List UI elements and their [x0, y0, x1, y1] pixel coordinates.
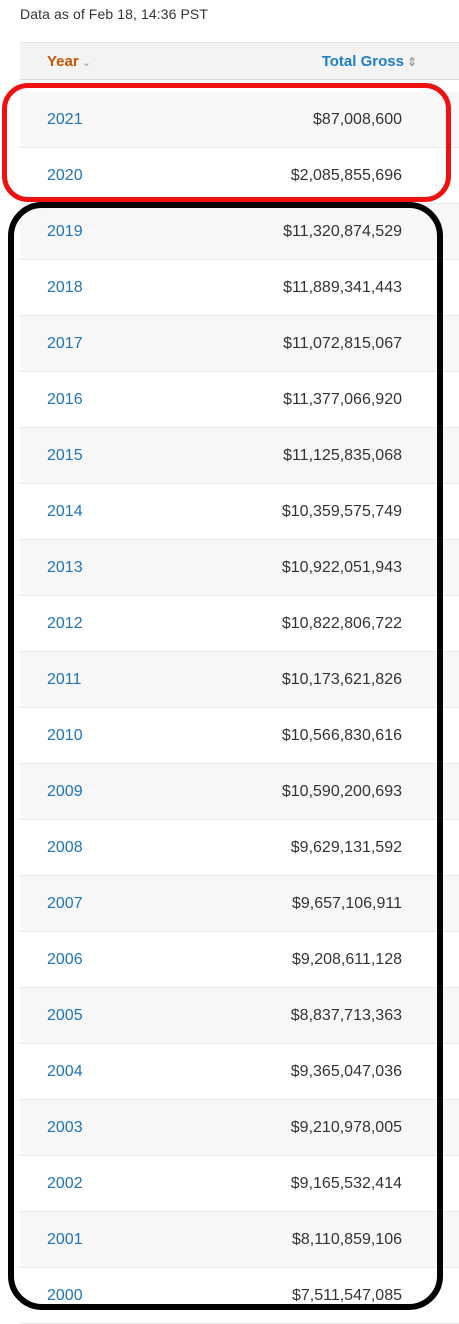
table-row: 2006 $9,208,611,128 [20, 932, 459, 988]
year-link[interactable]: 2002 [47, 1175, 83, 1192]
table-row: 2017 $11,072,815,067 [20, 316, 459, 372]
table-row: 2019 $11,320,874,529 [20, 204, 459, 260]
table-row: 2020 $2,085,855,696 [20, 148, 459, 204]
total-gross-value: $9,629,131,592 [290, 839, 402, 856]
year-column-header[interactable]: Year ⌄ [47, 53, 91, 70]
total-gross-value: $8,837,713,363 [290, 1007, 402, 1024]
total-gross-value: $11,125,835,068 [283, 447, 402, 464]
year-link[interactable]: 2016 [47, 391, 83, 408]
table-row: 2009 $10,590,200,693 [20, 764, 459, 820]
year-link[interactable]: 2017 [47, 335, 83, 352]
sort-icon: ⇕ [406, 55, 417, 69]
table-row: 2012 $10,822,806,722 [20, 596, 459, 652]
table-header: Year ⌄ Total Gross ⇕ [20, 42, 459, 80]
year-link[interactable]: 2018 [47, 279, 83, 296]
year-link[interactable]: 2008 [47, 839, 83, 856]
total-gross-value: $9,210,978,005 [290, 1119, 402, 1136]
year-link[interactable]: 2014 [47, 503, 83, 520]
table-row: 2015 $11,125,835,068 [20, 428, 459, 484]
chevron-down-icon: ⌄ [81, 57, 91, 69]
total-gross-value: $2,085,855,696 [290, 167, 402, 184]
table-row: 2021 $87,008,600 [20, 92, 459, 148]
year-link[interactable]: 2006 [47, 951, 83, 968]
table-row: 2000 $7,511,547,085 [20, 1268, 459, 1324]
table-row: 2010 $10,566,830,616 [20, 708, 459, 764]
data-as-of-label: Data as of Feb 18, 14:36 PST [20, 6, 209, 22]
total-gross-value: $87,008,600 [313, 111, 402, 128]
table-row: 2014 $10,359,575,749 [20, 484, 459, 540]
year-link[interactable]: 2021 [47, 111, 83, 128]
year-link[interactable]: 2007 [47, 895, 83, 912]
total-gross-value: $8,110,859,106 [291, 1231, 402, 1248]
total-gross-value: $7,511,547,085 [291, 1287, 402, 1304]
table-row: 2005 $8,837,713,363 [20, 988, 459, 1044]
table-row: 2001 $8,110,859,106 [20, 1212, 459, 1268]
total-gross-value: $9,165,532,414 [290, 1175, 402, 1192]
table-row: 2011 $10,173,621,826 [20, 652, 459, 708]
year-link[interactable]: 2000 [47, 1287, 83, 1304]
year-link[interactable]: 2013 [47, 559, 83, 576]
total-gross-value: $9,657,106,911 [291, 895, 402, 912]
total-gross-value: $10,922,051,943 [281, 559, 402, 576]
year-link[interactable]: 2004 [47, 1063, 83, 1080]
total-gross-value: $11,320,874,529 [283, 223, 402, 240]
table-row: 2004 $9,365,047,036 [20, 1044, 459, 1100]
total-gross-value: $11,377,066,920 [283, 391, 402, 408]
table-row: 2013 $10,922,051,943 [20, 540, 459, 596]
year-link[interactable]: 2005 [47, 1007, 83, 1024]
year-link[interactable]: 2015 [47, 447, 83, 464]
total-gross-value: $10,566,830,616 [281, 727, 402, 744]
year-link[interactable]: 2020 [47, 167, 83, 184]
table-body: 2021 $87,008,600 2020 $2,085,855,696 2019 $11… [20, 92, 459, 1324]
year-link[interactable]: 2010 [47, 727, 83, 744]
year-link[interactable]: 2003 [47, 1119, 83, 1136]
table-row: 2002 $9,165,532,414 [20, 1156, 459, 1212]
total-gross-value: $11,889,341,443 [283, 279, 402, 296]
total-gross-value: $10,359,575,749 [281, 503, 402, 520]
total-gross-value: $9,365,047,036 [290, 1063, 402, 1080]
total-gross-value: $10,822,806,722 [281, 615, 402, 632]
total-gross-value: $10,173,621,826 [281, 671, 402, 688]
year-link[interactable]: 2001 [47, 1231, 83, 1248]
year-link[interactable]: 2011 [47, 671, 82, 688]
table-row: 2008 $9,629,131,592 [20, 820, 459, 876]
total-gross-value: $10,590,200,693 [281, 783, 402, 800]
table-row: 2016 $11,377,066,920 [20, 372, 459, 428]
year-header-label: Year [47, 53, 79, 70]
total-gross-value: $11,072,815,067 [283, 335, 402, 352]
year-link[interactable]: 2009 [47, 783, 83, 800]
table-row: 2018 $11,889,341,443 [20, 260, 459, 316]
year-link[interactable]: 2012 [47, 615, 83, 632]
total-gross-column-header[interactable]: Total Gross ⇕ [322, 53, 417, 70]
total-gross-value: $9,208,611,128 [291, 951, 402, 968]
total-gross-header-label: Total Gross [321, 53, 404, 70]
year-link[interactable]: 2019 [47, 223, 83, 240]
table-row: 2007 $9,657,106,911 [20, 876, 459, 932]
table-row: 2003 $9,210,978,005 [20, 1100, 459, 1156]
